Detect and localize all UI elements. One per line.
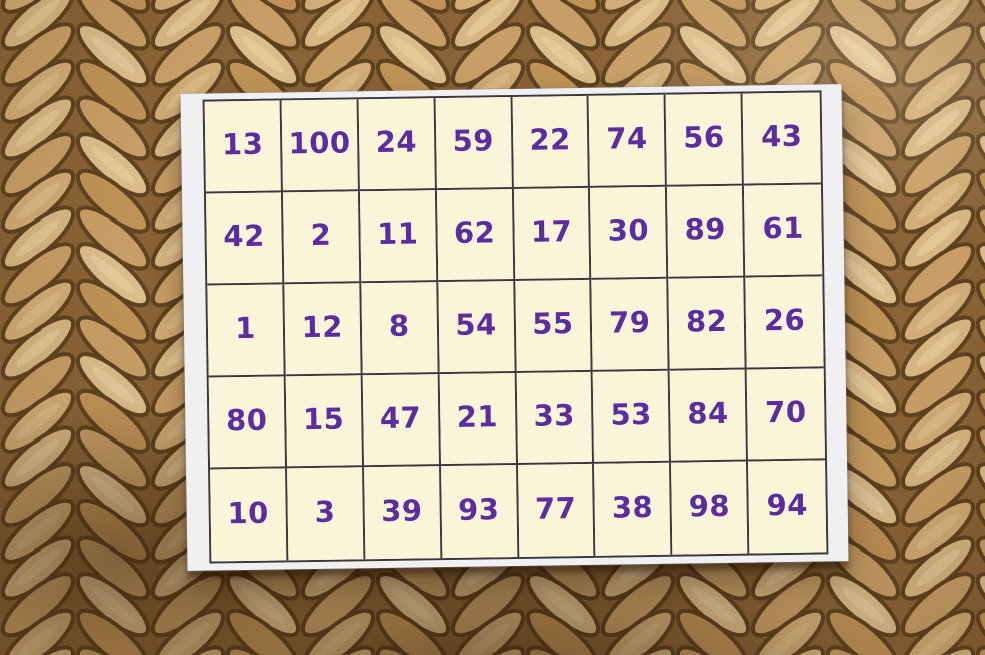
grid-cell: 61 <box>744 184 823 278</box>
cell-number: 89 <box>684 211 727 246</box>
grid-cell: 10 <box>210 468 289 562</box>
cell-number: 93 <box>457 491 500 527</box>
cell-number: 2 <box>310 217 332 252</box>
cell-number: 100 <box>288 124 351 160</box>
grid-cell: 94 <box>748 460 827 554</box>
grid-cell: 80 <box>208 376 287 470</box>
cell-number: 80 <box>225 402 268 437</box>
cell-number: 94 <box>766 487 809 522</box>
grid-cell: 11 <box>359 190 438 284</box>
cell-number: 74 <box>606 120 648 156</box>
grid-cell: 21 <box>439 372 518 467</box>
grid-cell: 26 <box>745 276 824 370</box>
cell-number: 10 <box>227 495 270 530</box>
cell-number: 13 <box>221 126 264 161</box>
grid-cell: 39 <box>363 466 443 560</box>
cell-number: 84 <box>687 395 729 430</box>
grid-cell: 15 <box>285 375 364 469</box>
grid-cell: 79 <box>591 278 670 372</box>
grid-cell: 53 <box>593 370 672 464</box>
grid-cell: 98 <box>671 461 750 555</box>
cell-number: 70 <box>764 394 807 429</box>
grid-cell: 54 <box>437 280 517 375</box>
grid-cell: 100 <box>281 99 360 193</box>
cell-number: 21 <box>456 398 499 434</box>
grid-cell: 47 <box>362 374 441 468</box>
grid-cell: 2 <box>282 191 362 285</box>
grid-cell: 70 <box>746 368 826 462</box>
cell-number: 17 <box>530 213 573 249</box>
grid-cell: 1 <box>207 284 286 378</box>
grid-cell: 93 <box>440 464 519 559</box>
grid-cell: 77 <box>517 463 596 557</box>
grid-cell: 89 <box>667 185 746 279</box>
cell-number: 59 <box>452 122 495 158</box>
grid-cell: 59 <box>435 97 514 191</box>
cell-number: 82 <box>685 303 728 338</box>
grid-cell: 8 <box>361 282 440 376</box>
number-card: 13 100 24 59 22 74 56 43 42 2 11 62 17 3… <box>180 84 849 571</box>
grid-cell: 42 <box>205 192 285 286</box>
cell-number: 39 <box>380 492 423 528</box>
cell-number: 12 <box>301 309 344 344</box>
cell-number: 54 <box>455 306 497 342</box>
cell-number: 33 <box>533 397 576 433</box>
grid-cell: 22 <box>512 95 591 190</box>
grid-cell: 13 <box>204 100 283 194</box>
cell-number: 22 <box>529 121 572 157</box>
grid-cell: 56 <box>665 93 745 187</box>
cell-number: 26 <box>763 302 806 337</box>
cell-number: 11 <box>376 215 419 251</box>
number-grid: 13 100 24 59 22 74 56 43 42 2 11 62 17 3… <box>202 90 829 564</box>
grid-cell: 55 <box>514 279 594 373</box>
grid-cell: 38 <box>594 462 673 556</box>
grid-cell: 43 <box>742 92 821 186</box>
grid-cell: 3 <box>286 467 366 561</box>
cell-number: 3 <box>314 494 336 529</box>
cell-number: 43 <box>760 118 803 153</box>
cell-number: 38 <box>611 489 654 525</box>
grid-cell: 17 <box>513 187 592 281</box>
cell-number: 30 <box>607 212 650 248</box>
cell-number: 79 <box>608 304 651 340</box>
grid-cell: 33 <box>516 371 595 465</box>
cell-number: 56 <box>682 119 725 154</box>
cell-number: 42 <box>223 218 265 253</box>
grid-cell: 74 <box>588 94 668 188</box>
cell-number: 53 <box>610 396 653 432</box>
cell-number: 15 <box>302 401 345 436</box>
grid-cell: 12 <box>284 283 363 377</box>
cell-number: 47 <box>379 399 422 435</box>
grid-cell: 62 <box>436 189 515 283</box>
grid-cell: 24 <box>358 98 437 192</box>
cell-number: 8 <box>388 308 410 343</box>
grid-cell: 84 <box>669 369 749 463</box>
cell-number: 77 <box>534 490 577 526</box>
cell-number: 1 <box>234 310 257 345</box>
cell-number: 24 <box>375 123 418 159</box>
cell-number: 55 <box>531 305 574 341</box>
cell-number: 62 <box>453 214 496 250</box>
cell-number: 61 <box>762 210 805 245</box>
grid-cell: 30 <box>590 186 669 280</box>
grid-cell: 82 <box>668 277 747 371</box>
cell-number: 98 <box>688 488 731 523</box>
